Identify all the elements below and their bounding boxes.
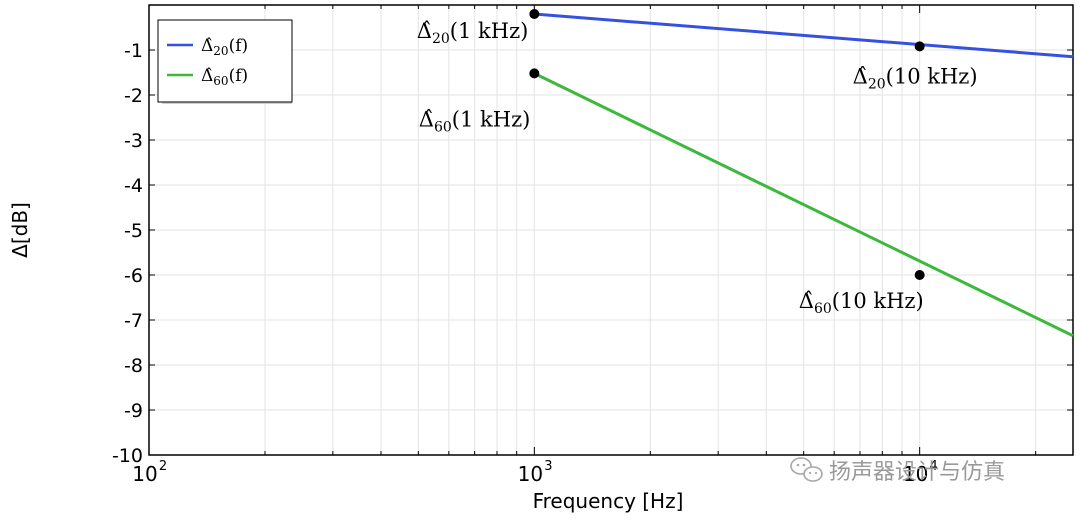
x-axis-label: Frequency [Hz]: [533, 489, 684, 513]
series-line-1: [533, 72, 1074, 338]
data-point-annotation: Δ̂20(1 kHz): [417, 19, 529, 47]
x-tick-exponent: 2: [159, 459, 167, 474]
x-tick-label: 10: [132, 462, 157, 486]
y-tick-label: -8: [124, 355, 143, 377]
x-tick-exponent: 3: [544, 459, 552, 474]
data-point-annotation: Δ̂60(10 kHz): [799, 289, 924, 317]
series-lines: [533, 12, 1074, 338]
y-axis-label: Δ[dB]: [8, 202, 32, 258]
data-point-marker: [529, 68, 540, 79]
y-tick-label: -10: [112, 445, 143, 467]
data-point-marker: [914, 41, 925, 52]
x-tick-exponent: 4: [930, 459, 938, 474]
y-tick-label: -5: [124, 220, 143, 242]
legend-label: Δ̂20(f): [201, 36, 248, 58]
watermark-text: 扬声器设计与仿真: [829, 460, 1005, 485]
legend-box: [157, 19, 293, 103]
legend-label: Δ̂60(f): [201, 66, 248, 88]
annotations: Δ̂20(1 kHz) Δ̂20(10 kHz) Δ̂60(1 kHz) Δ̂60(1…: [417, 19, 978, 317]
legend: Δ̂20(f) Δ̂60(f): [157, 19, 293, 104]
watermark: 扬声器设计与仿真: [790, 457, 1005, 485]
x-tick-label: 10: [903, 462, 928, 486]
data-point-marker: [914, 270, 925, 280]
y-tick-label: -6: [124, 265, 143, 287]
y-tick-label: -3: [124, 130, 143, 152]
y-tick-label: -2: [124, 85, 143, 107]
data-markers: [529, 9, 925, 280]
wechat-icon: [790, 457, 823, 482]
y-axis-ticks: -1 -2 -3 -4 -5 -6 -7 -8 -9 -10: [112, 40, 1073, 467]
y-tick-label: -7: [124, 310, 143, 332]
x-axis-ticks: 10 2 10 3 10 4: [132, 5, 1037, 486]
series-line-0: [534, 12, 1074, 59]
y-tick-label: -1: [124, 40, 143, 62]
data-point-annotation: Δ̂20(10 kHz): [853, 64, 978, 92]
y-tick-label: -9: [124, 400, 143, 422]
data-point-marker: [529, 9, 540, 19]
x-tick-label: 10: [518, 462, 543, 486]
y-tick-label: -4: [124, 175, 143, 197]
grid: [149, 5, 1073, 455]
data-point-annotation: Δ̂60(1 kHz): [419, 107, 531, 135]
